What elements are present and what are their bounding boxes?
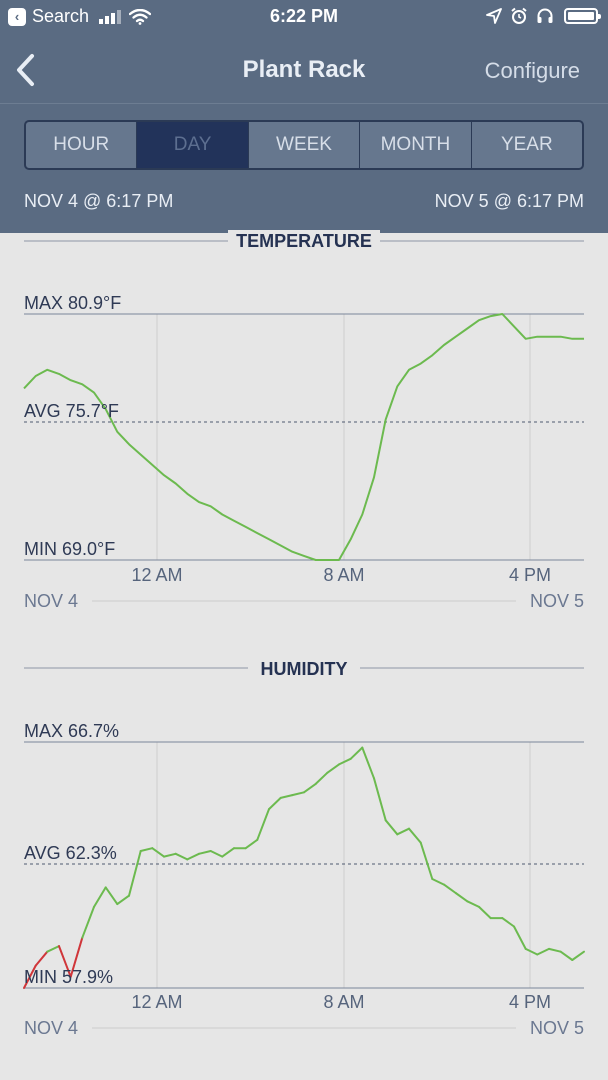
humidity-line-segment — [559, 950, 574, 961]
humidity-series-line — [23, 746, 585, 989]
battery-icon — [564, 8, 601, 24]
humidity-line-segment — [384, 819, 399, 836]
humidity-title-backdrop — [248, 657, 360, 679]
back-to-app-icon[interactable]: ‹ — [8, 7, 26, 26]
temperature-max-label: MAX 80.9°F — [24, 293, 121, 313]
humidity-line-segment — [174, 852, 189, 861]
humidity-line-segment — [291, 791, 305, 797]
time-range-selector: HOUR DAY WEEK MONTH YEAR — [24, 120, 584, 170]
temperature-title-backdrop — [228, 230, 380, 252]
humidity-min-label: MIN 57.9% — [24, 967, 113, 987]
humidity-line-segment — [396, 827, 410, 836]
status-left: ‹ Search — [8, 6, 152, 27]
humidity-line-segment — [128, 850, 142, 897]
alarm-clock-icon — [511, 7, 527, 24]
humidity-line-segment — [46, 945, 60, 953]
humidity-title: HUMIDITY — [261, 659, 348, 679]
humidity-line-segment — [151, 847, 165, 858]
humidity-line-segment — [186, 852, 200, 861]
humidity-line-segment-low — [34, 950, 49, 967]
tab-week[interactable]: WEEK — [249, 122, 361, 168]
humidity-line-segment — [116, 894, 130, 906]
temperature-chart: TEMPERATURE MAX 80.9°F AVG 75.7°F MIN 69… — [23, 230, 584, 611]
humidity-line-segment — [419, 841, 434, 880]
humidity-line-segment — [244, 838, 259, 850]
header: ‹ Search 6:22 PM — [0, 0, 608, 233]
humidity-chart: HUMIDITY MAX 66.7% AVG 62.3% MIN 57.9% 1… — [23, 657, 585, 1038]
temperature-min-label: MIN 69.0°F — [24, 539, 115, 559]
humidity-line-segment — [326, 763, 340, 774]
humidity-line-segment — [524, 947, 539, 956]
status-bar: ‹ Search 6:22 PM — [0, 0, 608, 34]
back-chevron-icon[interactable] — [12, 52, 42, 88]
humidity-date-end: NOV 5 — [530, 1018, 584, 1038]
configure-button[interactable]: Configure — [484, 58, 580, 83]
humidity-line-segment — [536, 947, 550, 956]
temperature-x-tick-12am: 12 AM — [131, 565, 182, 585]
humidity-line-segment — [466, 900, 480, 908]
cellular-signal-icon — [99, 9, 123, 24]
temperature-avg-label: AVG 75.7°F — [24, 401, 119, 421]
range-end-label: NOV 5 @ 6:17 PM — [434, 191, 584, 211]
temperature-series-line — [23, 313, 584, 561]
humidity-line-segment — [373, 777, 387, 822]
humidity-line-segment — [303, 782, 317, 794]
temperature-x-tick-4pm: 4 PM — [509, 565, 551, 585]
nav-divider — [0, 103, 608, 104]
humidity-max-label: MAX 66.7% — [24, 721, 119, 741]
temperature-date-end: NOV 5 — [530, 591, 584, 611]
humidity-line-segment — [408, 827, 422, 844]
range-start-label: NOV 4 @ 6:17 PM — [24, 191, 174, 211]
humidity-line-segment — [349, 746, 364, 760]
humidity-line-segment — [478, 905, 492, 920]
humidity-line-segment — [139, 847, 154, 852]
humidity-line-segment — [501, 917, 515, 928]
humidity-line-segment — [209, 850, 224, 858]
humidity-line-segment — [104, 886, 119, 906]
humidity-line-segment — [93, 886, 107, 908]
humidity-line-segment — [163, 852, 177, 858]
humidity-line-segment — [256, 808, 270, 841]
humidity-date-start: NOV 4 — [24, 1018, 78, 1038]
humidity-line-segment-low — [69, 936, 84, 978]
status-time: 6:22 PM — [269, 6, 339, 26]
headphones-icon — [537, 8, 553, 23]
humidity-line-segment-low — [23, 964, 37, 989]
tab-year[interactable]: YEAR — [500, 134, 553, 155]
humidity-avg-label: AVG 62.3% — [24, 843, 117, 863]
humidity-line-segment — [221, 847, 235, 858]
temperature-date-start: NOV 4 — [24, 591, 78, 611]
humidity-line-segment — [268, 796, 282, 811]
tab-hour[interactable]: HOUR — [26, 122, 138, 168]
humidity-line-segment — [454, 892, 469, 903]
tab-month[interactable]: MONTH — [360, 122, 472, 168]
humidity-line-segment — [338, 757, 352, 766]
humidity-line-segment-low — [58, 945, 72, 978]
page-title: Plant Rack — [242, 56, 366, 83]
status-right — [478, 7, 601, 25]
humidity-line-segment — [443, 883, 457, 894]
humidity-line-segment — [548, 947, 562, 953]
temperature-x-tick-8am: 8 AM — [323, 565, 364, 585]
tab-day[interactable]: DAY — [137, 122, 249, 168]
humidity-line-segment — [361, 746, 375, 780]
humidity-line-segment — [81, 905, 95, 939]
humidity-line-segment — [431, 878, 445, 886]
humidity-line-segment — [314, 771, 329, 785]
humidity-x-tick-4pm: 4 PM — [509, 992, 551, 1012]
humidity-x-tick-8am: 8 AM — [323, 992, 364, 1012]
wifi-icon — [129, 8, 152, 25]
humidity-line-segment — [279, 794, 294, 799]
humidity-line-segment — [513, 925, 527, 950]
humidity-line-segment — [571, 950, 585, 961]
back-to-app-label[interactable]: Search — [32, 6, 90, 26]
humidity-x-tick-12am: 12 AM — [131, 992, 182, 1012]
temperature-title: TEMPERATURE — [236, 231, 372, 251]
humidity-line-segment — [198, 850, 212, 855]
location-arrow-icon — [486, 8, 502, 24]
